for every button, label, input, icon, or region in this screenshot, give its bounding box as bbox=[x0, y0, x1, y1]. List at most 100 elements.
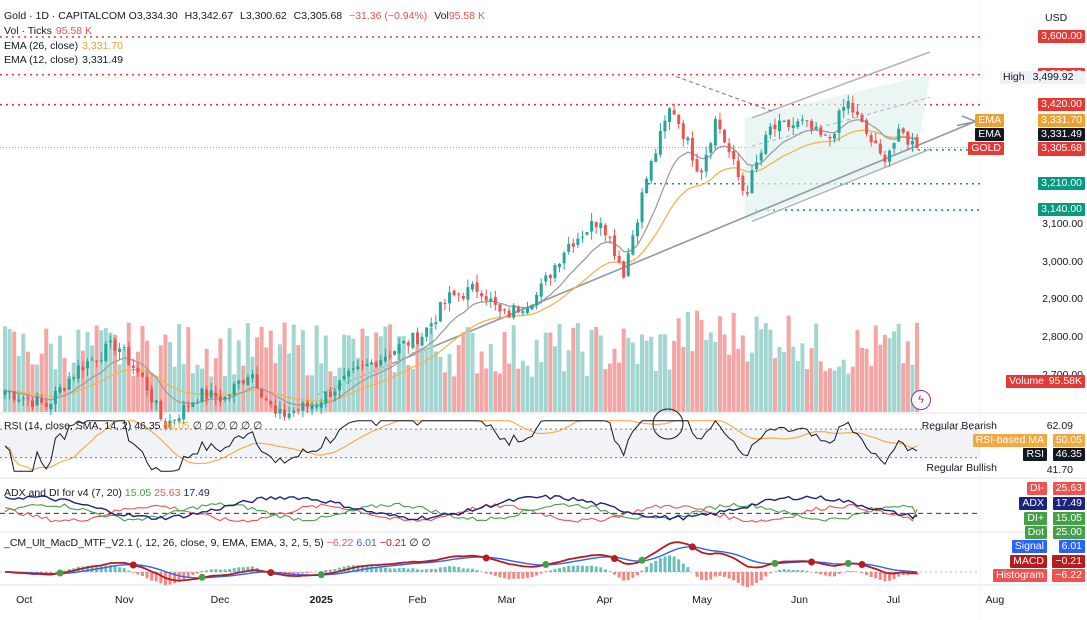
candle-body bbox=[406, 342, 410, 346]
candle-body bbox=[681, 123, 685, 139]
macd-legend: _CM_Ult_MacD_MTF_V2.1 (, 12, 26, close, … bbox=[4, 537, 431, 549]
candle-body bbox=[741, 175, 745, 191]
candle-body bbox=[443, 302, 447, 304]
macd-histogram-bar bbox=[67, 569, 71, 572]
volume-bar bbox=[543, 332, 548, 412]
candle-body bbox=[415, 332, 419, 345]
volume-bar bbox=[649, 336, 654, 412]
volume-bar bbox=[892, 331, 897, 412]
macd-cross-dot bbox=[688, 543, 696, 551]
volume-bar bbox=[167, 342, 172, 412]
volume-bar bbox=[750, 352, 755, 412]
candle-body bbox=[131, 365, 135, 368]
bullish-level: 41.70 bbox=[1046, 464, 1073, 476]
candle-body bbox=[915, 136, 919, 148]
volume-bar bbox=[814, 323, 819, 412]
candle-body bbox=[759, 152, 763, 161]
volume-bar bbox=[598, 335, 603, 412]
candle-body bbox=[897, 128, 901, 142]
candle-body bbox=[200, 388, 204, 403]
macd-histogram-bar bbox=[695, 572, 699, 577]
candle-body bbox=[814, 126, 818, 129]
volume-bar bbox=[259, 327, 264, 412]
candle-body bbox=[631, 235, 635, 255]
time-tick: Jul bbox=[886, 594, 901, 606]
signal-line bbox=[4, 546, 918, 579]
macd-histogram-bar bbox=[782, 569, 786, 572]
macd-histogram-bar bbox=[599, 567, 603, 572]
candle-body bbox=[521, 311, 525, 314]
candle-body bbox=[44, 403, 48, 407]
candle-body bbox=[906, 131, 910, 145]
volume-bar bbox=[122, 348, 127, 412]
candle-body bbox=[695, 159, 699, 172]
macd-histogram-bar bbox=[154, 572, 158, 582]
macd-histogram-bar bbox=[622, 572, 626, 581]
candle-body bbox=[374, 362, 378, 368]
candle-body bbox=[800, 119, 804, 121]
candle-body bbox=[778, 120, 782, 132]
flash-icon[interactable]: ϟ bbox=[911, 390, 931, 410]
candle-body bbox=[599, 223, 603, 229]
volume-bar bbox=[442, 372, 447, 412]
candle-body bbox=[823, 134, 827, 136]
macd-histogram-bar bbox=[727, 572, 731, 579]
candle-body bbox=[195, 402, 199, 404]
macd-histogram-bar bbox=[127, 570, 131, 572]
candle-body bbox=[842, 106, 846, 111]
macd-histogram-bar bbox=[778, 569, 782, 572]
candle-body bbox=[727, 143, 731, 153]
volume-bar bbox=[667, 369, 672, 412]
macd-histogram-bar bbox=[493, 572, 497, 576]
ema26-badge: 3,331.70 bbox=[1038, 114, 1085, 127]
candle-body bbox=[585, 232, 589, 235]
legend-close: 3,305.68 bbox=[301, 10, 343, 22]
volume-bar bbox=[607, 363, 612, 412]
volume-bar bbox=[117, 364, 122, 412]
candle-body bbox=[76, 365, 80, 379]
volume-bar bbox=[39, 353, 44, 412]
volume-bar bbox=[236, 340, 241, 412]
candle-body bbox=[388, 355, 392, 357]
volume-bar bbox=[488, 344, 493, 412]
volume-bar bbox=[580, 351, 585, 412]
candle-body bbox=[58, 387, 62, 393]
candle-body bbox=[883, 154, 887, 162]
candle-body bbox=[654, 153, 658, 162]
candle-body bbox=[3, 390, 7, 395]
candle-body bbox=[892, 143, 896, 149]
macd-histogram-bar bbox=[461, 568, 465, 572]
volume-bar bbox=[818, 361, 823, 412]
volume-bar bbox=[484, 368, 489, 412]
volume-bar bbox=[360, 328, 365, 412]
volume-bar bbox=[94, 325, 99, 412]
volume-bar bbox=[470, 332, 475, 412]
macd-histogram-bar bbox=[305, 572, 309, 574]
candle-body bbox=[319, 402, 323, 408]
volume-bar bbox=[424, 346, 429, 412]
candle-body bbox=[700, 170, 704, 173]
candle-body bbox=[53, 390, 57, 405]
volume-bar bbox=[44, 328, 49, 412]
macd-histogram-bar bbox=[503, 572, 507, 579]
macd-histogram-bar bbox=[654, 560, 658, 572]
candle-body bbox=[383, 356, 387, 362]
candle-body bbox=[287, 413, 291, 418]
candle-body bbox=[580, 236, 584, 238]
candle-body bbox=[690, 138, 694, 161]
macd-histogram-bar bbox=[819, 572, 823, 575]
candle-body bbox=[539, 283, 543, 297]
macd-histogram-bar bbox=[718, 572, 722, 576]
candle-body bbox=[85, 361, 89, 369]
candle-body bbox=[12, 391, 16, 400]
macd-histogram-bar bbox=[150, 572, 154, 581]
gold-badge: 3,305.68 bbox=[1038, 142, 1085, 155]
candle-body bbox=[768, 126, 772, 135]
legend-open: 3,334.30 bbox=[136, 10, 178, 22]
macd-histogram-bar bbox=[118, 567, 122, 572]
volume-bar bbox=[204, 348, 209, 412]
macd-histogram-bar bbox=[567, 565, 571, 572]
volume-bar bbox=[525, 365, 530, 412]
volume-bar bbox=[772, 358, 777, 412]
candle-body bbox=[723, 130, 727, 143]
